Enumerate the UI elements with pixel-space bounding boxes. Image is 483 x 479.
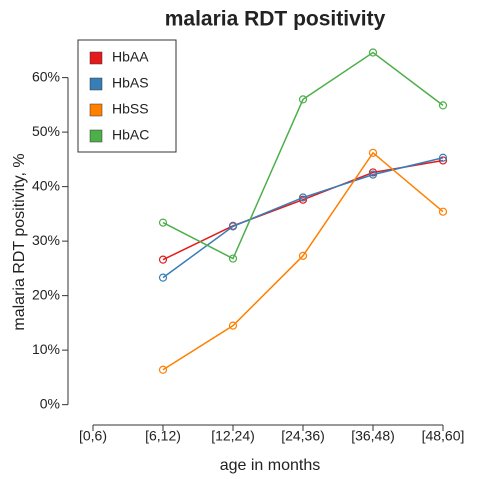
point bbox=[368, 148, 378, 157]
legend-label: HbAC bbox=[112, 127, 149, 143]
point bbox=[158, 218, 168, 227]
point bbox=[298, 193, 308, 202]
legend-swatch bbox=[89, 103, 103, 117]
point bbox=[158, 365, 168, 374]
y-tick-label: 0% bbox=[40, 395, 60, 411]
series-line bbox=[162, 151, 444, 371]
legend-swatch bbox=[89, 77, 103, 91]
point bbox=[158, 255, 168, 264]
x-tick-label: [12,24) bbox=[211, 428, 255, 444]
y-tick-label: 50% bbox=[32, 123, 60, 139]
legend-label: HbAS bbox=[112, 75, 149, 91]
point bbox=[438, 101, 448, 110]
y-axis-label: malaria RDT positivity, % bbox=[11, 153, 28, 330]
x-axis-label: age in months bbox=[220, 457, 321, 474]
point bbox=[438, 156, 448, 165]
series-line bbox=[162, 51, 444, 260]
y-tick-label: 60% bbox=[32, 68, 60, 84]
point bbox=[368, 170, 378, 179]
x-tick-label: [36,48) bbox=[351, 428, 395, 444]
chart-title: malaria RDT positivity bbox=[165, 8, 386, 31]
point bbox=[158, 273, 168, 282]
legend-swatch bbox=[89, 129, 103, 143]
point bbox=[298, 251, 308, 260]
x-tick-label: [6,12) bbox=[145, 428, 181, 444]
point bbox=[228, 321, 238, 330]
point bbox=[438, 153, 448, 162]
legend-label: HbAA bbox=[112, 49, 149, 65]
point bbox=[228, 222, 238, 231]
point bbox=[298, 95, 308, 104]
series-line bbox=[162, 157, 444, 279]
legend-swatch bbox=[89, 51, 103, 65]
x-tick-label: [48,60] bbox=[422, 428, 465, 444]
y-tick-label: 20% bbox=[32, 286, 60, 302]
y-tick-label: 10% bbox=[32, 341, 60, 357]
x-tick-label: [0,6) bbox=[79, 428, 107, 444]
legend-label: HbSS bbox=[112, 101, 149, 117]
y-tick-label: 40% bbox=[32, 177, 60, 193]
point bbox=[368, 48, 378, 57]
y-tick-label: 30% bbox=[32, 232, 60, 248]
x-tick-label: [24,36) bbox=[281, 428, 325, 444]
point bbox=[368, 168, 378, 177]
point bbox=[228, 254, 238, 263]
point bbox=[438, 207, 448, 216]
